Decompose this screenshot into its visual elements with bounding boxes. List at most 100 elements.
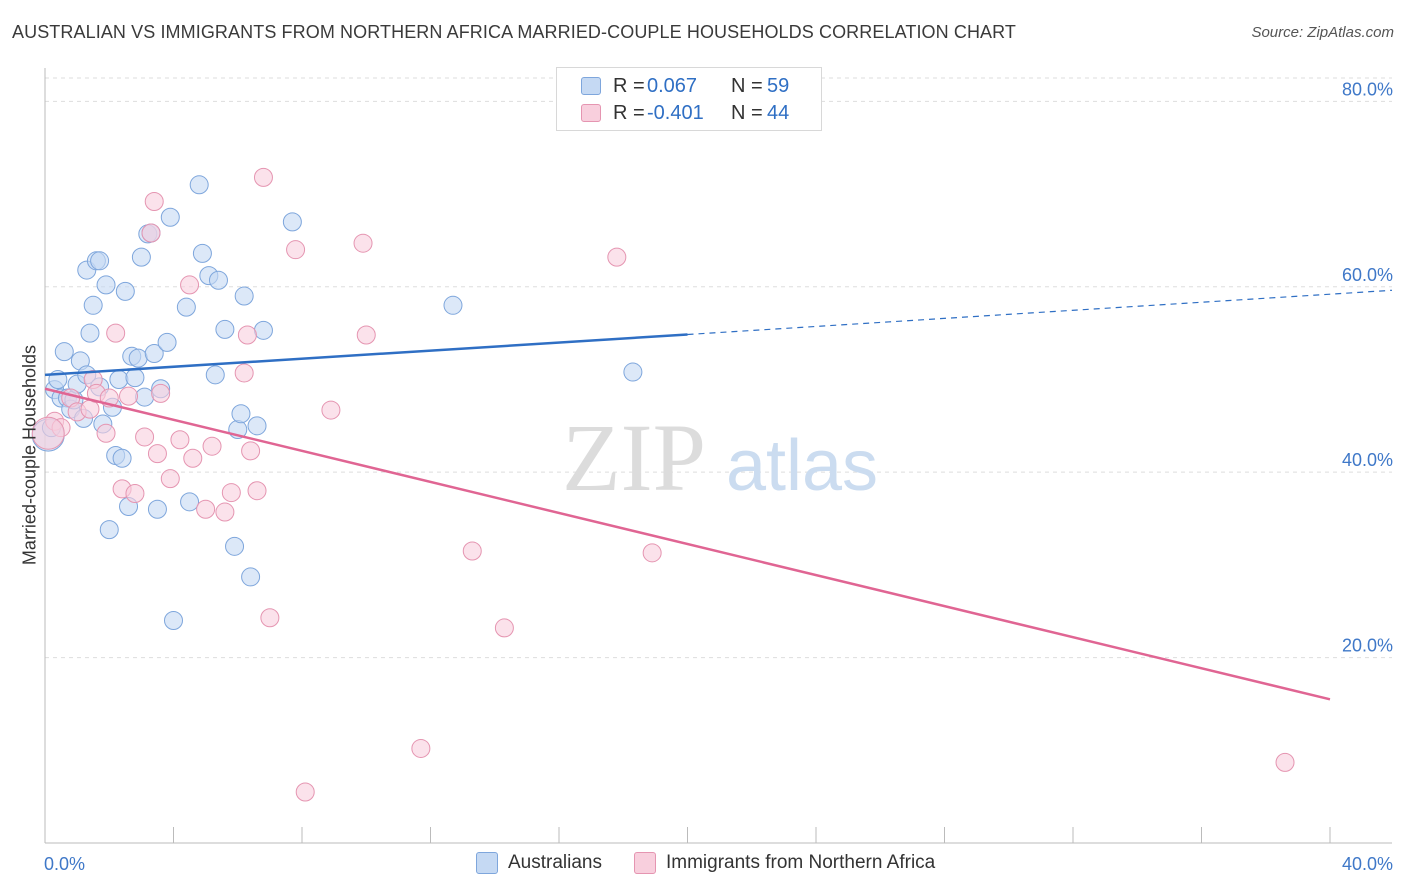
data-point-immigrants [494, 618, 514, 638]
data-point-australians [443, 295, 463, 315]
data-point-immigrants [144, 191, 164, 211]
x-tick-label: 0.0% [44, 854, 85, 874]
trend-line-australians [44, 333, 688, 377]
data-point-australians [99, 520, 119, 540]
legend-label-australians: Australians [508, 852, 602, 873]
legend-item-immigrants[interactable]: Immigrants from Northern Africa [634, 852, 935, 874]
data-point-immigrants [411, 738, 431, 758]
data-point-australians [225, 536, 245, 556]
legend-swatch-blue [581, 77, 601, 95]
legend-r-label: R = [613, 74, 645, 97]
data-point-immigrants [356, 325, 376, 345]
data-point-immigrants [642, 543, 662, 563]
legend-r-label: R = [613, 101, 645, 124]
data-point-immigrants [215, 502, 235, 522]
data-point-australians [160, 207, 180, 227]
legend-n-value: 59 [767, 74, 790, 97]
tick-label-layer: 20.0% 40.0% 60.0% 80.0% 0.0% 40.0% [44, 79, 1393, 874]
legend-n-value: 44 [767, 101, 790, 124]
data-point-australians [215, 319, 235, 339]
data-point-immigrants [31, 416, 65, 450]
trend-line-australians-dashed [687, 289, 1393, 336]
legend-n-label: N = [731, 74, 763, 97]
data-point-australians [208, 270, 228, 290]
data-point-australians [282, 212, 302, 232]
legend-r-value: -0.401 [647, 101, 704, 124]
data-point-australians [90, 251, 110, 271]
watermark: ZIP atlas [562, 404, 878, 511]
data-point-australians [205, 365, 225, 385]
legend-r-value: 0.067 [647, 74, 698, 97]
data-point-immigrants [202, 436, 222, 456]
data-point-immigrants [106, 323, 126, 343]
data-point-australians [125, 368, 145, 388]
data-point-australians [241, 567, 261, 587]
data-point-immigrants [607, 247, 627, 267]
y-tick-label: 80.0% [1342, 79, 1393, 99]
legend-item-australians[interactable]: Australians [476, 852, 602, 874]
x-tick-label: 40.0% [1342, 854, 1393, 874]
axis-layer [44, 68, 1392, 844]
legend-n-label: N = [731, 101, 763, 124]
data-point-australians [147, 499, 167, 519]
data-point-immigrants [170, 430, 190, 450]
data-point-australians [144, 344, 164, 364]
chart-title: AUSTRALIAN VS IMMIGRANTS FROM NORTHERN A… [12, 22, 1017, 42]
y-axis-label: Married-couple Households [19, 344, 40, 566]
data-point-australians [189, 175, 209, 195]
y-tick-label: 40.0% [1342, 450, 1393, 470]
data-point-australians [623, 362, 643, 382]
data-point-australians [128, 348, 148, 368]
legend-swatch-pink [634, 852, 656, 874]
data-point-australians [112, 448, 132, 468]
data-point-australians [80, 323, 100, 343]
data-point-immigrants [125, 483, 145, 503]
data-point-australians [83, 295, 103, 315]
watermark-zip: ZIP [562, 404, 706, 511]
trend-layer [44, 289, 1393, 701]
data-point-australians [176, 297, 196, 317]
legend-swatch-blue [476, 852, 498, 874]
legend-swatch-pink [581, 104, 601, 122]
data-point-immigrants [1275, 752, 1295, 772]
data-point-immigrants [96, 423, 116, 443]
data-point-australians [157, 332, 177, 352]
data-point-australians [231, 404, 251, 424]
legend-label-immigrants: Immigrants from Northern Africa [666, 852, 936, 873]
data-point-immigrants [221, 483, 241, 503]
data-point-australians [234, 286, 254, 306]
data-point-immigrants [135, 427, 155, 447]
data-point-immigrants [286, 240, 306, 260]
series-legend: Australians Immigrants from Northern Afr… [476, 852, 967, 874]
legend-row-immigrants: R = -0.401 N = 44 [581, 101, 789, 125]
correlation-legend: R = 0.067 N = 59 R = -0.401 N = 44 [556, 67, 822, 131]
data-point-immigrants [237, 325, 257, 345]
data-point-immigrants [160, 469, 180, 489]
data-point-immigrants [321, 400, 341, 420]
data-point-immigrants [180, 275, 200, 295]
data-point-immigrants [141, 223, 161, 243]
data-point-immigrants [151, 383, 171, 403]
y-tick-label: 60.0% [1342, 265, 1393, 285]
data-point-australians [109, 369, 129, 389]
data-point-immigrants [247, 481, 267, 501]
data-point-immigrants [234, 363, 254, 383]
data-point-australians [180, 492, 200, 512]
data-point-immigrants [183, 448, 203, 468]
data-point-immigrants [119, 386, 139, 406]
data-point-australians [192, 243, 212, 263]
data-point-immigrants [353, 233, 373, 253]
data-point-australians [96, 275, 116, 295]
data-point-australians [164, 611, 183, 631]
data-point-immigrants [260, 608, 280, 628]
data-point-australians [135, 387, 155, 407]
points-layer [31, 167, 1295, 802]
data-point-australians [115, 281, 135, 301]
data-point-immigrants [295, 782, 315, 802]
trend-line-immigrants [44, 387, 1331, 701]
data-point-immigrants [241, 441, 261, 461]
y-tick-label: 20.0% [1342, 636, 1393, 656]
watermark-atlas: atlas [726, 426, 878, 506]
data-point-immigrants [147, 444, 167, 464]
